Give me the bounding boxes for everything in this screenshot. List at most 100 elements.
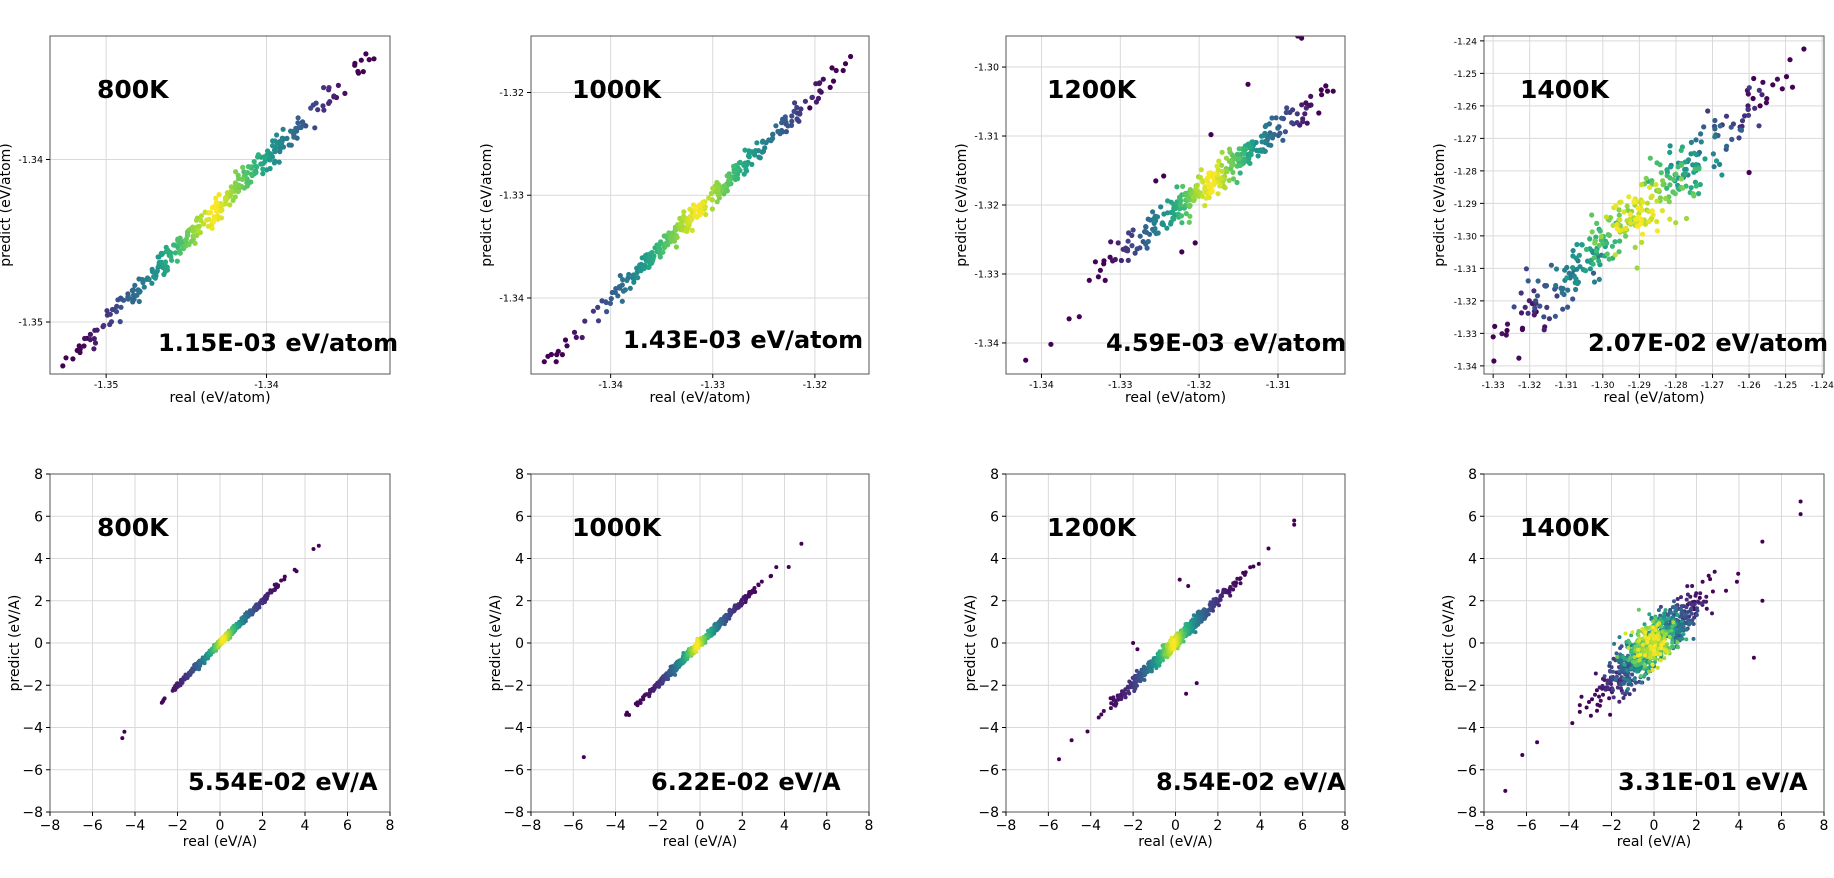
y-tick-label: 4 (990, 552, 999, 568)
data-point (276, 159, 282, 165)
data-point (759, 579, 764, 584)
data-point (681, 213, 687, 219)
data-point (352, 62, 358, 68)
data-point (1241, 570, 1246, 575)
temperature-label: 1400K (1520, 513, 1611, 542)
data-point (1565, 287, 1571, 293)
data-point (232, 180, 238, 186)
data-point (1206, 170, 1212, 176)
y-tick-label: −2 (978, 678, 999, 694)
data-point (1234, 179, 1240, 186)
data-point (1628, 220, 1634, 226)
data-point (1693, 593, 1698, 598)
data-point (1779, 86, 1785, 92)
data-point (1574, 280, 1580, 287)
data-point (789, 118, 795, 124)
x-tick-label: 8 (1341, 818, 1350, 834)
data-point (1651, 619, 1655, 624)
data-point (1680, 185, 1686, 191)
data-point (196, 223, 202, 229)
data-point (1673, 609, 1678, 614)
data-point (1248, 150, 1254, 156)
data-point (1621, 696, 1626, 700)
data-point (271, 160, 277, 166)
data-point (1624, 668, 1629, 672)
data-point (1154, 666, 1159, 671)
data-point (1638, 661, 1643, 666)
data-point (1644, 200, 1651, 206)
data-point (1647, 184, 1653, 190)
data-point (227, 202, 233, 208)
data-point (1798, 512, 1803, 517)
data-point (1705, 108, 1711, 114)
data-point (1174, 184, 1180, 190)
data-point (1137, 233, 1143, 239)
data-point (1667, 634, 1672, 639)
data-point (1632, 244, 1638, 250)
data-point (278, 140, 285, 147)
data-point (1653, 182, 1659, 188)
data-point (1155, 230, 1161, 236)
data-point (113, 309, 120, 315)
y-tick-label: -1.33 (499, 191, 524, 202)
data-point (607, 300, 614, 306)
data-point (1691, 636, 1696, 641)
data-point (269, 143, 276, 149)
y-tick-label: -1.34 (1454, 362, 1478, 372)
data-point (1655, 187, 1662, 193)
data-point (830, 78, 837, 84)
data-point (673, 672, 678, 677)
data-point (815, 95, 822, 101)
data-point (1577, 703, 1582, 708)
data-point (1787, 57, 1793, 63)
data-point (1639, 680, 1644, 685)
data-point (1570, 248, 1576, 254)
data-point (213, 199, 219, 206)
data-point (809, 94, 815, 101)
data-point (1139, 676, 1144, 681)
x-tick-label: -1.28 (1664, 381, 1688, 391)
data-point (1546, 316, 1552, 322)
data-point (253, 163, 259, 169)
data-point (1610, 687, 1615, 692)
data-point (235, 172, 241, 178)
data-point (1646, 219, 1652, 225)
data-point (743, 166, 749, 172)
data-point (1579, 694, 1584, 699)
data-point (1131, 641, 1136, 645)
data-point (1228, 593, 1233, 598)
data-point (70, 356, 76, 362)
data-point (1143, 224, 1149, 230)
data-point (554, 352, 560, 358)
data-point (1629, 682, 1634, 687)
data-point (1664, 624, 1669, 629)
data-point (1684, 637, 1689, 642)
data-point (1683, 166, 1689, 172)
data-point (1590, 270, 1597, 276)
data-point (1719, 172, 1725, 178)
data-point (1724, 588, 1728, 593)
data-point (1646, 676, 1651, 681)
x-tick-label: 4 (301, 818, 310, 834)
data-point (673, 227, 679, 233)
data-point (1229, 163, 1235, 169)
data-point (282, 574, 287, 579)
data-point (1626, 687, 1630, 691)
x-tick-label: −4 (1080, 818, 1101, 834)
data-point (87, 337, 93, 343)
data-point (1151, 218, 1157, 224)
y-tick-label: 6 (34, 509, 43, 525)
data-point (1643, 634, 1648, 639)
y-tick-label: -1.30 (1454, 232, 1478, 242)
data-point (624, 277, 630, 283)
data-point (1562, 267, 1568, 273)
data-point (1643, 630, 1648, 635)
data-point (1535, 278, 1541, 284)
data-point (1520, 753, 1525, 757)
data-point (1245, 81, 1251, 87)
data-point (829, 65, 835, 71)
data-point (233, 169, 239, 175)
data-point (1589, 212, 1595, 218)
data-point (1656, 608, 1661, 613)
data-point (1518, 310, 1525, 316)
